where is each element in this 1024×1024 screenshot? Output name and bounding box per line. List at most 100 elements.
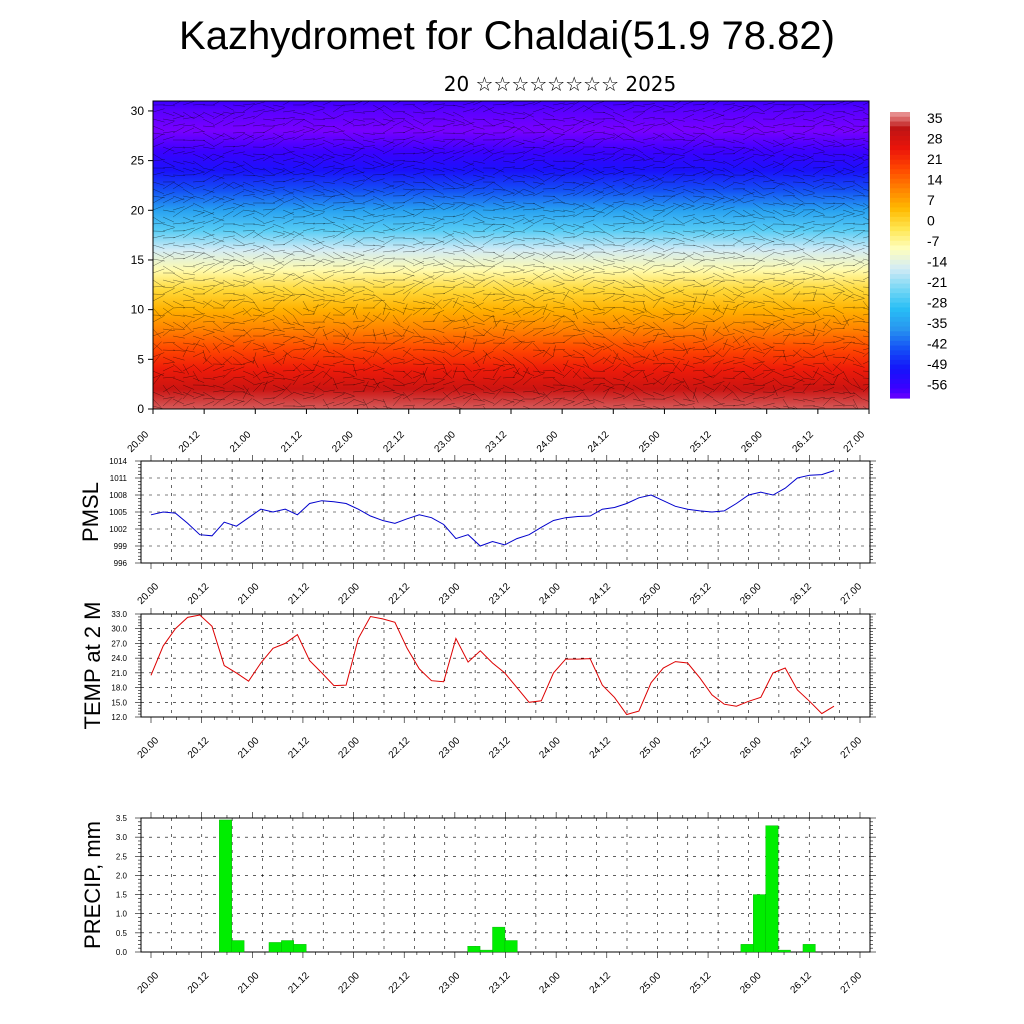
temp-x-tick-label: 26.12 (788, 735, 814, 761)
y-tick-label: 1005 (109, 508, 127, 517)
pmsl-x-tick-label: 26.00 (738, 581, 764, 607)
heatmap-x-tick-label: 23.12 (484, 429, 510, 455)
y-tick-label: 5 (137, 352, 144, 366)
pmsl-x-tick-label: 23.00 (437, 581, 463, 607)
colorbar-label: 21 (927, 151, 943, 167)
y-tick-label: 30 (131, 104, 145, 118)
y-tick-label: 24.0 (111, 654, 127, 663)
colorbar-cell (890, 207, 910, 213)
colorbar-cell (890, 326, 910, 332)
precip-bar (479, 949, 493, 953)
precip-x-tick-label: 25.12 (688, 970, 714, 996)
temp-x-tick-label: 24.12 (588, 735, 614, 761)
colorbar-cell (890, 278, 910, 285)
colorbar-cell (890, 378, 910, 385)
pmsl-axis-label: PMSL (78, 482, 103, 542)
temp-x-tick-label: 25.00 (638, 735, 664, 761)
y-tick-label: 0 (137, 402, 144, 416)
precip-x-tick-label: 21.00 (236, 970, 262, 996)
precip-bar (492, 926, 506, 953)
colorbar-cell (890, 140, 910, 146)
precip-x-tick-label: 20.12 (186, 970, 212, 996)
colorbar-cell (890, 288, 910, 294)
precip-bar (740, 944, 754, 953)
precip-x-tick-label: 27.00 (839, 970, 865, 996)
colorbar-cell (890, 369, 910, 375)
y-tick-label: 1014 (109, 457, 127, 466)
precip-x-tick-label: 26.00 (738, 970, 764, 996)
colorbar-cell (890, 345, 910, 351)
precip-x-tick-label: 24.12 (588, 970, 614, 996)
grid (141, 613, 870, 718)
temp-x-tick-label: 21.00 (236, 735, 262, 761)
heatmap-x-tick-label: 26.00 (739, 429, 765, 455)
colorbar-cell (890, 145, 910, 151)
heatmap-x-tick-label: 21.00 (228, 429, 254, 455)
colorbar-cell (890, 188, 910, 194)
colorbar-label: -49 (927, 356, 947, 372)
colorbar-label: -28 (927, 295, 947, 311)
precip-bar (219, 819, 232, 953)
colorbar-cell (890, 240, 910, 247)
colorbar-cell (890, 321, 910, 328)
colorbar-cell (890, 302, 910, 309)
colorbar-cell (890, 121, 910, 127)
precip-bar (293, 944, 307, 953)
pmsl-x-tick-label: 25.00 (638, 581, 664, 607)
y-tick-label: 27.0 (111, 639, 127, 648)
temp-x-tick-label: 24.00 (537, 735, 563, 761)
colorbar-cell (890, 197, 910, 204)
colorbar-cell (890, 340, 910, 347)
precip-chart: 0.0 0.5 1.0 1.5 2.0 2.5 3.0 3.5 PRECIP, mm 20.00 2… (80, 812, 876, 996)
temp-x-tick-label: 20.12 (186, 735, 212, 761)
colorbar-label: -56 (927, 377, 947, 393)
colorbar-label: 7 (927, 192, 935, 208)
y-tick-label: 2.5 (116, 852, 128, 861)
precip-bar (268, 942, 282, 953)
y-tick-label: 33.0 (111, 610, 127, 619)
colorbar-label: -21 (927, 274, 947, 290)
temp-chart: 12.0 15.0 18.0 21.0 24.0 27.0 30.0 33.0 TEMP at … (80, 602, 876, 761)
y-tick-label: 1.5 (116, 891, 128, 900)
y-tick-label: 996 (114, 559, 128, 568)
colorbar-cell (890, 331, 910, 337)
colorbar-cell (890, 116, 910, 123)
pmsl-x-tick-label: 22.12 (387, 581, 413, 607)
precip-x-tick-label: 20.00 (136, 970, 162, 996)
y-tick-label: 1011 (110, 474, 128, 483)
colorbar-cell (890, 255, 910, 261)
y-tick-label: 3.5 (116, 814, 128, 823)
page-subtitle: 20 ☆☆☆☆☆☆☆☆ 2025 (443, 72, 677, 96)
colorbar-cell (890, 112, 910, 118)
colorbar-cell (890, 316, 910, 323)
plot-frame (140, 460, 871, 564)
heatmap-x-tick-label: 21.12 (279, 429, 305, 455)
colorbar-label: 0 (927, 213, 935, 229)
colorbar-cell (890, 383, 910, 390)
heatmap-x-tick-label: 20.00 (126, 429, 152, 455)
colorbar-cell (890, 202, 910, 208)
y-tick-label: 15.0 (111, 698, 127, 707)
colorbar-cell (890, 226, 910, 232)
precip-x-tick-label: 22.12 (387, 970, 413, 996)
colorbar-cell (890, 245, 910, 251)
temp-line (150, 614, 835, 716)
precip-bar (231, 940, 245, 953)
precip-x-tick-label: 23.12 (487, 970, 513, 996)
grid (141, 460, 870, 564)
precip-axis-label: PRECIP, mm (80, 821, 105, 949)
colorbar-cell (890, 293, 910, 299)
temp-x-tick-label: 21.12 (286, 735, 312, 761)
temp-x-tick-label: 22.12 (387, 735, 413, 761)
y-tick-label: 21.0 (111, 669, 127, 678)
colorbar-cell (890, 183, 910, 189)
precip-x-tick-label: 22.00 (337, 970, 363, 996)
colorbar-cell (890, 212, 910, 218)
colorbar-label: -14 (927, 254, 947, 270)
heatmap-x-tick-label: 24.00 (535, 429, 561, 455)
colorbar-cell (890, 159, 910, 166)
pmsl-x-tick-label: 25.12 (688, 581, 714, 607)
precip-x-tick-label: 26.12 (788, 970, 814, 996)
colorbar-cell (890, 307, 910, 313)
